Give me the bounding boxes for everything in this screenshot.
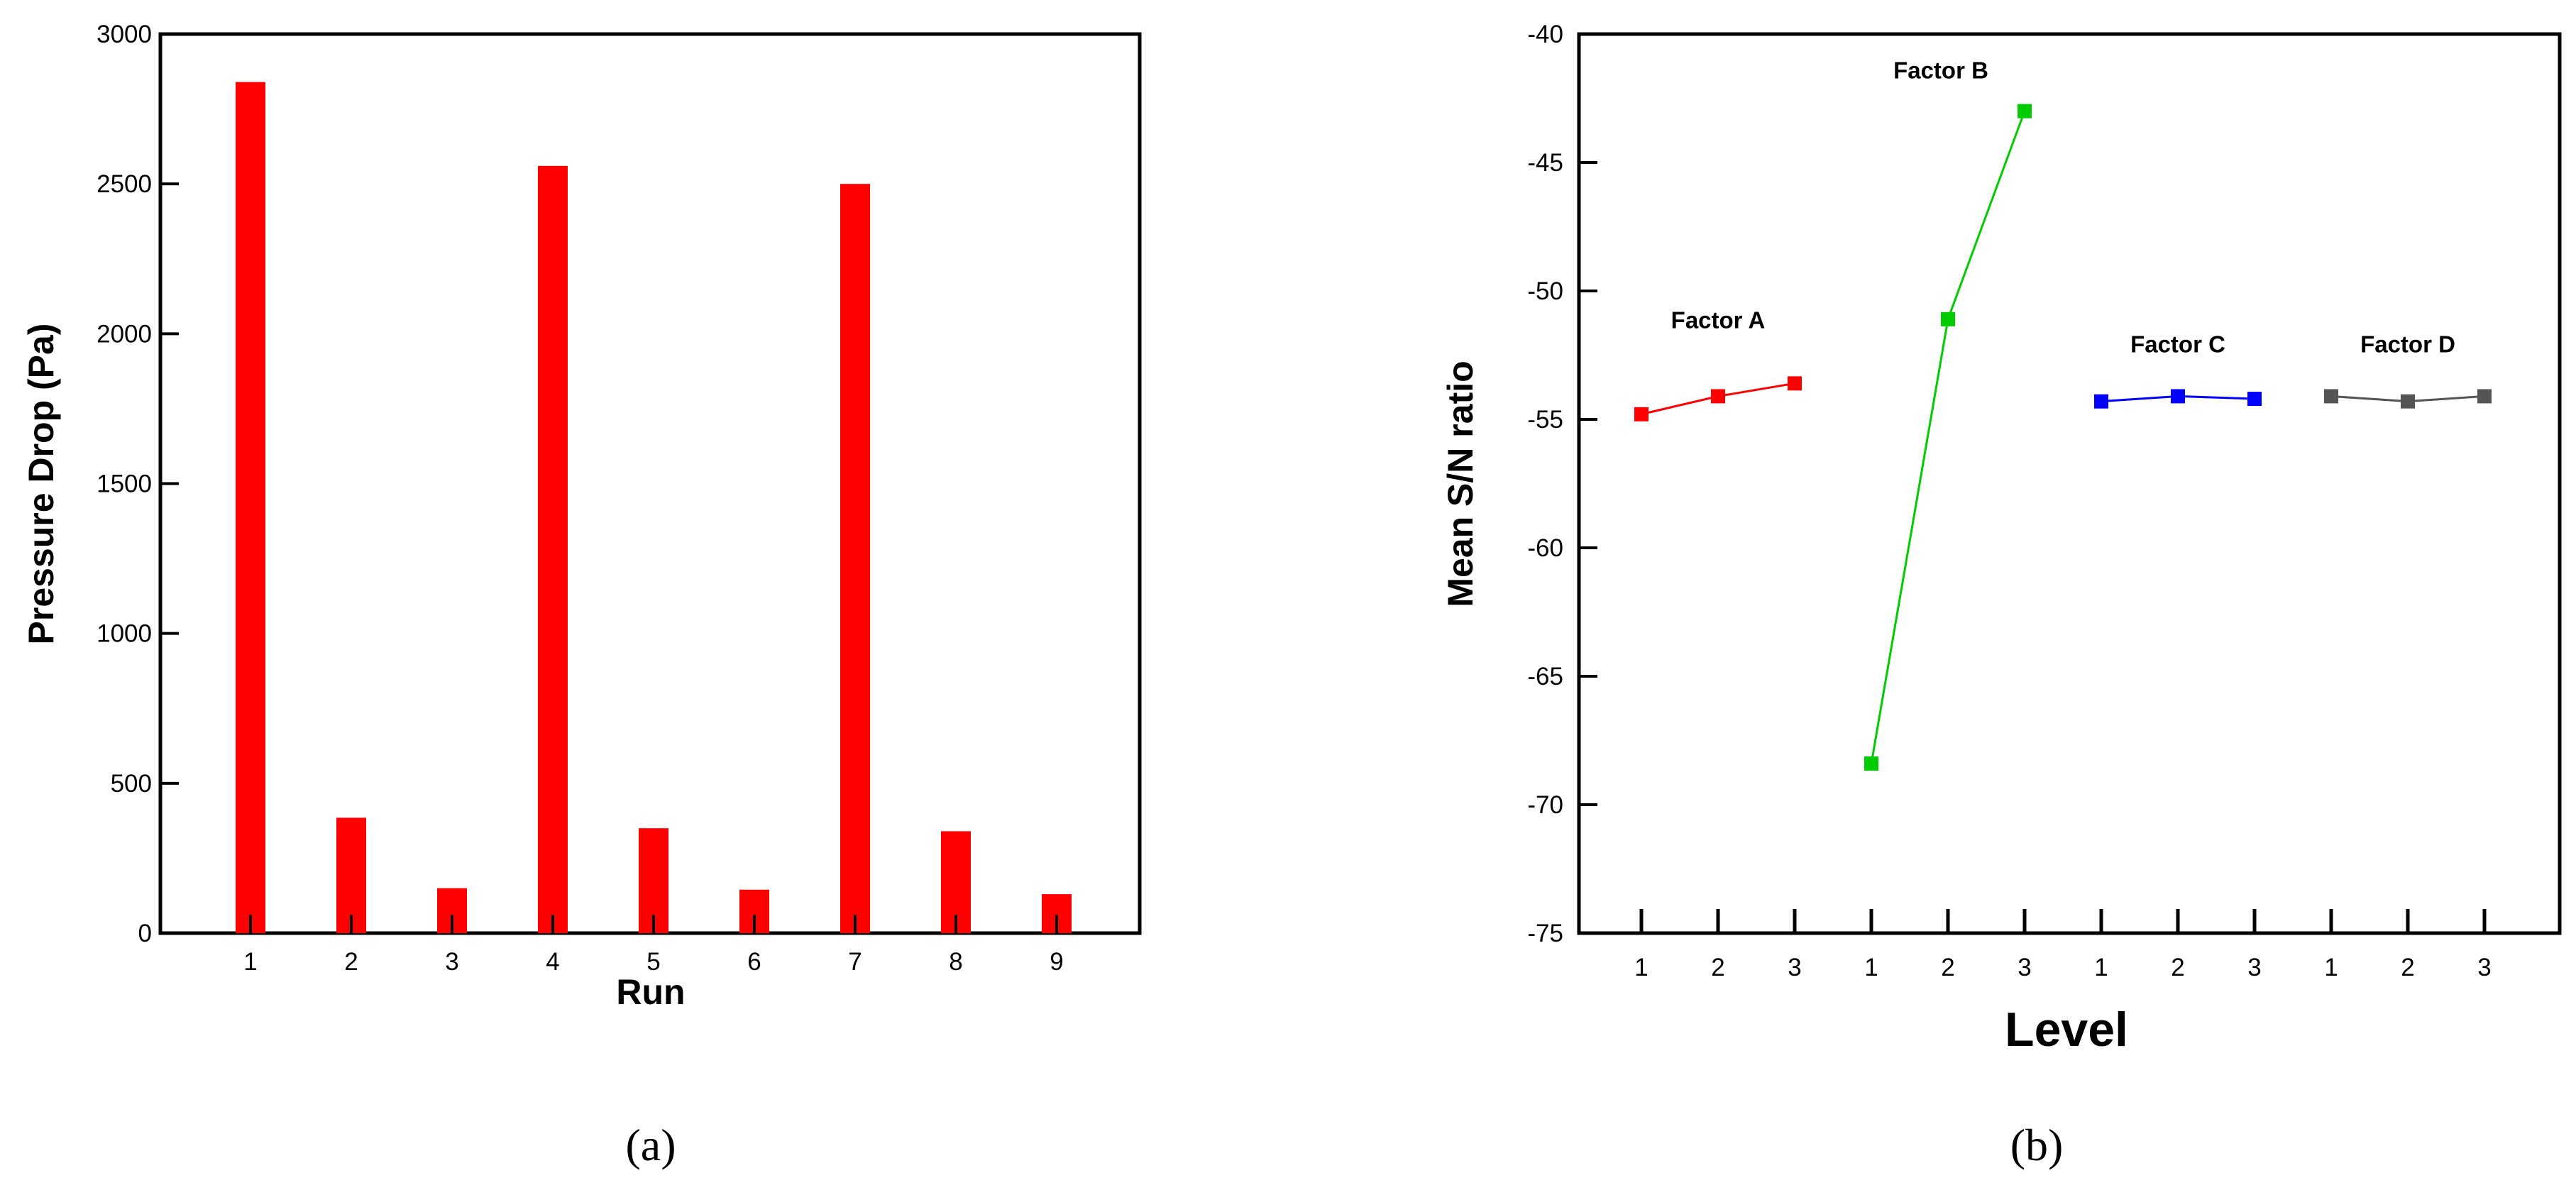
x-tick-label: 9 [1050,948,1063,976]
x-axis-title: Level [2005,1003,2128,1057]
bar-group [236,82,1072,934]
y-tick-label: 0 [138,920,152,947]
y-tick-label: -75 [1527,920,1563,947]
x-tick-label: 3 [1788,954,1801,981]
factor-b-point-level-3 [2018,104,2032,119]
factor-a-point-level-1 [1634,407,1648,422]
panel-label-b: (b) [2010,1120,2064,1170]
x-tick-label: 1 [2094,954,2108,981]
factor-a-point-level-2 [1711,389,1725,404]
x-tick-label: 4 [546,948,559,976]
bar-run-1 [236,82,265,933]
x-tick-label: 3 [445,948,458,976]
factor-b-point-level-1 [1864,756,1878,771]
x-tick-label: 2 [344,948,358,976]
factor-b-line [1870,111,2026,764]
y-tick-label: -60 [1527,534,1563,562]
x-tick-label: 8 [949,948,962,976]
y-tick-label: -65 [1527,663,1563,690]
x-axis-title: Run [616,972,685,1012]
y-tick-label: -55 [1527,406,1563,434]
y-axis-ticks: -40 -45 -50 -55 -60 -65 -70 -75 [1527,21,1597,947]
factor-d-label: Factor D [2360,331,2455,357]
x-tick-label: 6 [747,948,761,976]
y-tick-label: 500 [111,770,152,798]
x-tick-label: 2 [2171,954,2184,981]
factor-a-label: Factor A [1671,307,1766,333]
factor-b-point-level-2 [1941,312,1955,326]
x-tick-label: 7 [848,948,862,976]
factor-c-point-level-1 [2094,394,2108,409]
y-tick-label: -70 [1527,791,1563,819]
x-tick-label: 3 [2018,954,2031,981]
x-axis-ticks: 1 2 3 4 5 6 7 8 9 [243,915,1064,976]
x-tick-label: 1 [1634,954,1648,981]
y-tick-label: 2500 [97,170,152,198]
y-tick-label: -45 [1527,149,1563,177]
y-tick-label: 1000 [97,620,152,648]
bar-chart-panel: 1 2 3 4 5 6 7 8 9 0 500 1000 1500 2000 2500 3000 Run P… [21,21,1142,1170]
y-tick-label: 3000 [97,21,152,48]
x-tick-label: 1 [1864,954,1878,981]
y-axis-title: Pressure Drop (Pa) [21,324,61,645]
plot-frame [158,32,1142,935]
y-tick-label: -40 [1527,21,1563,48]
factor-c-point-level-2 [2171,389,2185,404]
x-tick-label: 1 [243,948,257,976]
x-tick-label: 1 [2324,954,2338,981]
panel-label-a: (a) [625,1120,676,1170]
factor-d-point-level-1 [2324,389,2338,404]
y-tick-label: -50 [1527,277,1563,305]
series-group: Factor A Factor B Factor C Factor D [1634,57,2492,771]
x-axis-ticks: 1 2 3 1 2 3 1 2 3 1 2 3 [1634,909,2492,981]
factor-c-point-level-3 [2247,392,2262,407]
x-tick-label: 2 [1711,954,1724,981]
y-tick-label: 2000 [97,320,152,348]
factor-a-point-level-3 [1788,376,1802,391]
x-tick-label: 5 [646,948,660,976]
bar-run-2 [336,817,366,933]
x-tick-label: 3 [2477,954,2491,981]
factor-c-label: Factor C [2130,331,2225,357]
factor-b-label: Factor B [1893,57,1988,84]
x-tick-label: 2 [2401,954,2414,981]
factor-d-point-level-2 [2401,394,2415,409]
plot-frame [1577,32,2562,935]
x-tick-label: 2 [1941,954,1954,981]
bar-run-7 [840,184,870,934]
bar-run-4 [538,165,568,933]
factor-d-point-level-3 [2477,389,2492,404]
x-tick-label: 3 [2247,954,2261,981]
y-axis-title: Mean S/N ratio [1441,360,1480,607]
y-tick-label: 1500 [97,470,152,498]
y-axis-ticks: 0 500 1000 1500 2000 2500 3000 [97,21,179,947]
